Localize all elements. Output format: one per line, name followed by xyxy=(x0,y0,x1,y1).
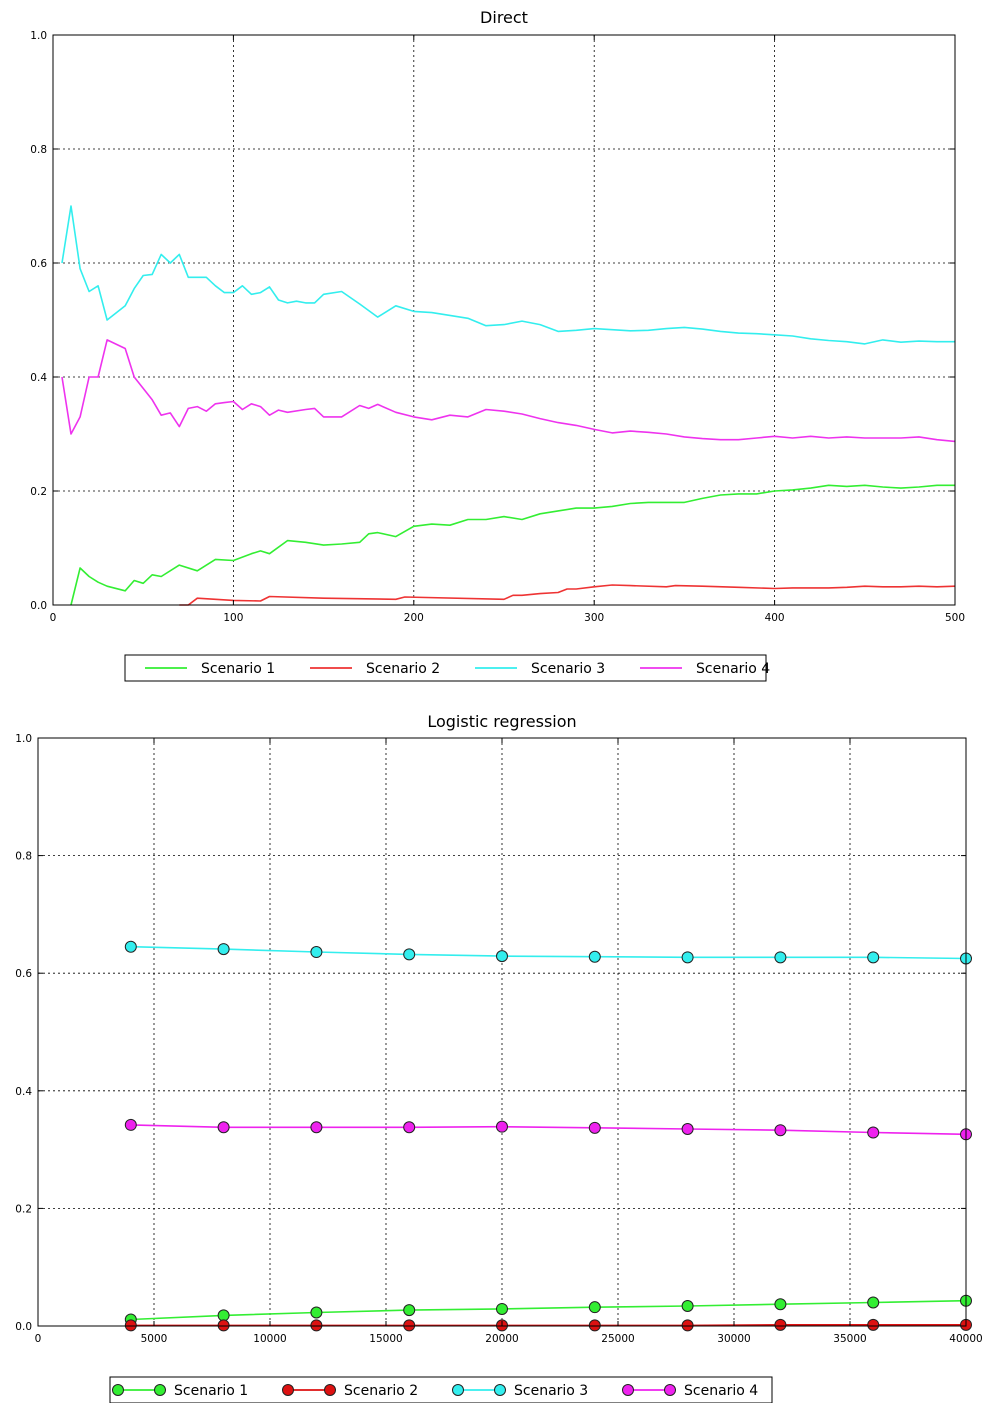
legend-label-scenario-2: Scenario 2 xyxy=(366,661,440,677)
data-point-scenario-2 xyxy=(588,1319,601,1332)
data-point-scenario-4 xyxy=(496,1120,508,1133)
data-point-scenario-1 xyxy=(588,1301,601,1314)
legend-marker-scenario-1 xyxy=(112,1384,124,1396)
legend-marker-scenario-3 xyxy=(452,1384,464,1396)
legend-label-scenario-2: Scenario 2 xyxy=(344,1383,418,1399)
plot-frame xyxy=(37,737,967,1327)
x-tick-label: 25000 xyxy=(601,1333,634,1345)
series-line-scenario-2 xyxy=(130,1324,966,1327)
y-tick-label: 0.4 xyxy=(15,1086,32,1098)
chart-title: Direct xyxy=(480,8,528,27)
y-tick-label: 0.0 xyxy=(15,1321,32,1333)
series-line-scenario-1 xyxy=(70,484,955,606)
y-tick-label: 0.8 xyxy=(15,851,32,863)
series-line-scenario-3 xyxy=(61,205,955,345)
legend: Scenario 1 Scenario 2 Scenario 3 Scenario 4 xyxy=(109,1376,773,1403)
legend-marker-scenario-2 xyxy=(324,1384,336,1396)
data-point-scenario-1 xyxy=(681,1300,694,1313)
data-point-scenario-2 xyxy=(403,1319,416,1332)
y-tick-label: 0.2 xyxy=(30,486,47,498)
data-point-scenario-1 xyxy=(774,1298,787,1311)
data-point-scenario-3 xyxy=(310,946,323,959)
data-point-scenario-3 xyxy=(403,948,416,961)
x-tick-label: 0 xyxy=(50,612,57,624)
x-tick-label: 100 xyxy=(223,612,243,624)
data-point-scenario-3 xyxy=(867,951,880,964)
data-point-scenario-4 xyxy=(403,1121,416,1134)
legend-label-scenario-3: Scenario 3 xyxy=(531,661,605,677)
legend-label-scenario-3: Scenario 3 xyxy=(514,1383,588,1399)
data-point-scenario-2 xyxy=(310,1319,323,1332)
chart-2: Logistic regression 0 5000 10000 15000 20000 2… xyxy=(15,712,983,1403)
data-point-scenario-2 xyxy=(681,1319,694,1332)
plot-frame xyxy=(52,34,956,606)
data-point-scenario-2 xyxy=(867,1318,880,1331)
series-line-scenario-3 xyxy=(130,945,967,960)
data-point-scenario-4 xyxy=(588,1121,601,1134)
y-tick-label: 1.0 xyxy=(30,30,47,42)
data-point-scenario-4 xyxy=(217,1121,230,1134)
legend-label-scenario-4: Scenario 4 xyxy=(684,1383,758,1399)
data-point-scenario-3 xyxy=(588,950,601,963)
y-tick-label: 0.4 xyxy=(30,372,47,384)
y-tick-label: 1.0 xyxy=(15,733,32,745)
x-tick-label: 500 xyxy=(945,612,965,624)
y-tick-label: 0.8 xyxy=(30,144,47,156)
data-point-scenario-4 xyxy=(774,1124,787,1137)
legend-marker-scenario-3 xyxy=(494,1384,506,1396)
legend-marker-scenario-1 xyxy=(154,1384,166,1396)
y-tick-label: 0.6 xyxy=(30,258,47,270)
legend-marker-scenario-4 xyxy=(622,1384,634,1396)
chart-1: Direct 0 100 200 300 400 500 0.0 0.2 0.4 0.6 0.8 1.0… xyxy=(30,8,965,682)
data-point-scenario-1 xyxy=(867,1296,880,1309)
legend-label-scenario-4: Scenario 4 xyxy=(696,661,770,677)
x-tick-label: 20000 xyxy=(485,1333,518,1345)
series-line-scenario-4 xyxy=(61,339,956,443)
x-tick-label: 40000 xyxy=(949,1333,982,1345)
x-tick-label: 300 xyxy=(584,612,604,624)
data-point-scenario-3 xyxy=(681,951,694,964)
data-point-scenario-3 xyxy=(217,943,230,956)
x-tick-label: 0 xyxy=(35,1333,42,1345)
data-point-scenario-1 xyxy=(403,1304,416,1317)
legend-label-scenario-1: Scenario 1 xyxy=(174,1383,248,1399)
legend-marker-scenario-4 xyxy=(664,1384,676,1396)
x-tick-label: 35000 xyxy=(833,1333,866,1345)
x-tick-label: 5000 xyxy=(141,1333,168,1345)
legend: Scenario 1 Scenario 2 Scenario 3 Scenario 4 xyxy=(124,654,770,682)
chart-title: Logistic regression xyxy=(427,712,576,731)
legend-marker-scenario-2 xyxy=(282,1384,294,1396)
data-point-scenario-3 xyxy=(124,940,137,953)
data-point-scenario-3 xyxy=(496,950,508,963)
data-point-scenario-3 xyxy=(774,951,787,964)
data-point-scenario-2 xyxy=(217,1319,230,1332)
data-point-scenario-4 xyxy=(867,1126,880,1139)
series-line-scenario-1 xyxy=(130,1299,967,1321)
data-point-scenario-1 xyxy=(496,1302,508,1315)
series-line-scenario-4 xyxy=(130,1124,967,1136)
y-tick-label: 0.2 xyxy=(15,1203,32,1215)
x-tick-label: 10000 xyxy=(253,1333,286,1345)
data-point-scenario-2 xyxy=(124,1319,137,1332)
data-point-scenario-1 xyxy=(217,1309,230,1322)
y-tick-label: 0.6 xyxy=(15,968,32,980)
data-point-scenario-4 xyxy=(124,1118,137,1131)
series-line-scenario-2 xyxy=(179,584,956,606)
x-tick-label: 15000 xyxy=(369,1333,402,1345)
data-point-scenario-4 xyxy=(310,1121,323,1134)
x-tick-label: 400 xyxy=(765,612,785,624)
data-point-scenario-1 xyxy=(310,1306,323,1319)
x-tick-label: 200 xyxy=(404,612,424,624)
y-tick-label: 0.0 xyxy=(30,600,47,612)
legend-label-scenario-1: Scenario 1 xyxy=(201,661,275,677)
data-point-scenario-2 xyxy=(774,1318,787,1331)
x-tick-label: 30000 xyxy=(717,1333,750,1345)
data-point-scenario-4 xyxy=(681,1123,694,1136)
